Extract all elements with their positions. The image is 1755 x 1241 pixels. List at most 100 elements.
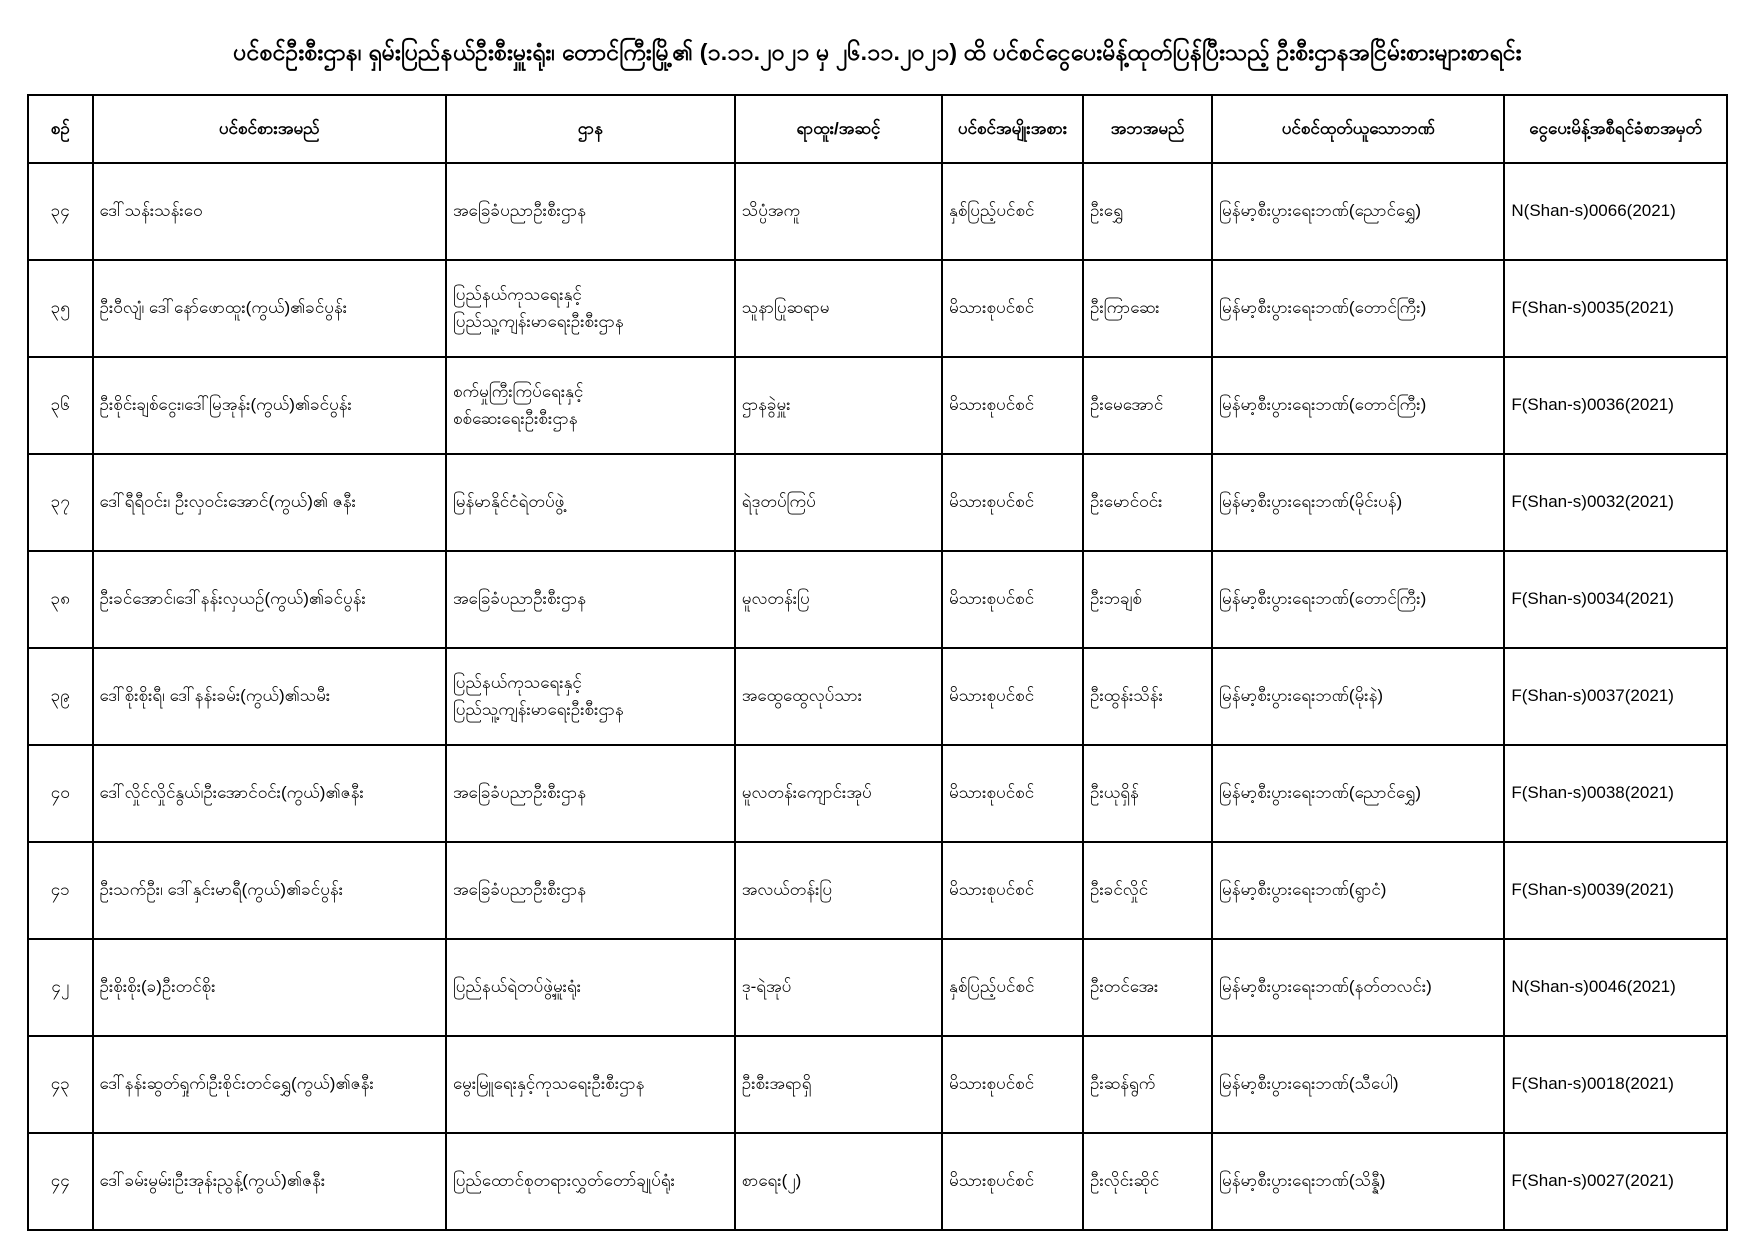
table-row: ၃၆ ဦးစိုင်းချစ်ငွေး၊ဒေါ်မြအုန်း(ကွယ်)၏ခင…: [27, 356, 1728, 455]
cell-pension-type: မိသားစုပင်စင်: [941, 259, 1085, 358]
cell-department: ပြည်နယ်ကုသရေးနှင့် ပြည်သူ့ကျန်းမာရေးဦးစီ…: [444, 259, 736, 358]
cell-pensioner-name: ဦးခင်အောင်၊ဒေါ်နန်းလှယဉ်(ကွယ်)၏ခင်ပွန်း: [91, 550, 447, 649]
cell-position: ဒု-ရဲအုပ်: [733, 938, 944, 1037]
cell-bank: မြန်မာ့စီးပွားရေးဘဏ်(တောင်ကြီး): [1211, 356, 1506, 455]
table-row: ၃၄ ဒေါ်သန်းသန်းဝေ အခြေခံပညာဦးစီးဌာန သိပ္…: [27, 162, 1728, 261]
cell-department: မွေးမြူရေးနှင့်ကုသရေးဦးစီးဌာန: [444, 1035, 736, 1134]
cell-serial-no: ၄၄: [27, 1132, 94, 1231]
page-title: ပင်စင်ဦးစီးဌာန၊ ရှမ်းပြည်နယ်ဦးစီးမှူးရုံ…: [233, 39, 1522, 65]
cell-pensioner-name: ဦးသက်ဦး၊ ဒေါ်နှင်းမာရီ(ကွယ်)၏ခင်ပွန်း: [91, 841, 447, 940]
cell-voucher-no: F(Shan-s)0018(2021): [1503, 1035, 1728, 1134]
table-row: ၄၃ ဒေါ်နန်းဆွတ်ရှုက်၊ဦးစိုင်းတင်ရွှေ(ကွယ…: [27, 1035, 1728, 1134]
cell-pension-type: မိသားစုပင်စင်: [941, 356, 1085, 455]
header-cell-bank: ပင်စင်ထုတ်ယူသောဘဏ်: [1211, 94, 1506, 164]
cell-father-name: ဦးမောင်ဝင်း: [1082, 453, 1214, 552]
cell-bank: မြန်မာ့စီးပွားရေးဘဏ်(သိန္နီ): [1211, 1132, 1506, 1231]
cell-pensioner-name: ဦးဝီလျံ၊ ဒေါ်နော်ဖောထူး(ကွယ်)၏ခင်ပွန်း: [91, 259, 447, 358]
header-cell-pension-type: ပင်စင်အမျိုးအစား: [941, 94, 1085, 164]
cell-serial-no: ၄၃: [27, 1035, 94, 1134]
cell-bank: မြန်မာ့စီးပွားရေးဘဏ်(မိုင်းပန်): [1211, 453, 1506, 552]
pension-table-body: ၃၄ ဒေါ်သန်းသန်းဝေ အခြေခံပညာဦးစီးဌာန သိပ္…: [27, 162, 1728, 1231]
cell-department: စက်မှုကြီးကြပ်ရေးနှင့် စစ်ဆေးရေးဦးစီးဌာန: [444, 356, 736, 455]
cell-pensioner-name: ဒေါ်ရီရီဝင်း၊ ဦးလှဝင်းအောင်(ကွယ်)၏ ဇနီး: [91, 453, 447, 552]
cell-position: ရဲဒုတပ်ကြပ်: [733, 453, 944, 552]
cell-father-name: ဦးကြာဆေး: [1082, 259, 1214, 358]
header-cell-pensioner: ပင်စင်စားအမည်: [91, 94, 447, 164]
cell-department: အခြေခံပညာဦးစီးဌာန: [444, 744, 736, 843]
cell-voucher-no: F(Shan-s)0034(2021): [1503, 550, 1728, 649]
table-row: ၃၈ ဦးခင်အောင်၊ဒေါ်နန်းလှယဉ်(ကွယ်)၏ခင်ပွန…: [27, 550, 1728, 649]
cell-position: ဌာနခွဲမှူး: [733, 356, 944, 455]
pension-list-table: စဉ် ပင်စင်စားအမည် ဌာန ရာထူး/အဆင့် ပင်စင်…: [27, 94, 1728, 1231]
cell-serial-no: ၃၅: [27, 259, 94, 358]
table-row: ၄၂ ဦးစိုးစိုး(ခ)ဦးတင်စိုး ပြည်နယ်ရဲတပ်ဖွ…: [27, 938, 1728, 1037]
cell-bank: မြန်မာ့စီးပွားရေးဘဏ်(နတ်တလင်း): [1211, 938, 1506, 1037]
cell-serial-no: ၃၉: [27, 647, 94, 746]
cell-serial-no: ၃၆: [27, 356, 94, 455]
cell-voucher-no: F(Shan-s)0038(2021): [1503, 744, 1728, 843]
cell-pension-type: မိသားစုပင်စင်: [941, 1132, 1085, 1231]
table-row: ၃၉ ဒေါ်စိုးစိုးရီ၊ ဒေါ်နန်းခမ်း(ကွယ်)၏သမ…: [27, 647, 1728, 746]
cell-pensioner-name: ဦးစိုးစိုး(ခ)ဦးတင်စိုး: [91, 938, 447, 1037]
cell-department: အခြေခံပညာဦးစီးဌာန: [444, 162, 736, 261]
cell-serial-no: ၄၀: [27, 744, 94, 843]
cell-bank: မြန်မာ့စီးပွားရေးဘဏ်(ရွာငံ): [1211, 841, 1506, 940]
cell-department: မြန်မာနိုင်ငံရဲတပ်ဖွဲ့: [444, 453, 736, 552]
cell-department: ပြည်နယ်ကုသရေးနှင့် ပြည်သူ့ကျန်းမာရေးဦးစီ…: [444, 647, 736, 746]
cell-department: ပြည်နယ်ရဲတပ်ဖွဲ့မှူးရုံး: [444, 938, 736, 1037]
cell-voucher-no: F(Shan-s)0032(2021): [1503, 453, 1728, 552]
cell-bank: မြန်မာ့စီးပွားရေးဘဏ်(တောင်ကြီး): [1211, 550, 1506, 649]
cell-serial-no: ၃၇: [27, 453, 94, 552]
cell-position: မူလတန်းကျောင်းအုပ်: [733, 744, 944, 843]
cell-pension-type: နှစ်ပြည့်ပင်စင်: [941, 938, 1085, 1037]
cell-voucher-no: F(Shan-s)0035(2021): [1503, 259, 1728, 358]
cell-father-name: ဦးဆန်ရွက်: [1082, 1035, 1214, 1134]
cell-position: အလယ်တန်းပြ: [733, 841, 944, 940]
cell-position: စာရေး(၂): [733, 1132, 944, 1231]
cell-bank: မြန်မာ့စီးပွားရေးဘဏ်(ညောင်ရွှေ): [1211, 744, 1506, 843]
cell-bank: မြန်မာ့စီးပွားရေးဘဏ်(သီပေါ): [1211, 1035, 1506, 1134]
cell-father-name: ဦးရွှေ: [1082, 162, 1214, 261]
cell-father-name: ဦးခင်လှိုင်: [1082, 841, 1214, 940]
cell-position: သိပ္ပံအကူ: [733, 162, 944, 261]
table-row: ၃၅ ဦးဝီလျံ၊ ဒေါ်နော်ဖောထူး(ကွယ်)၏ခင်ပွန်…: [27, 259, 1728, 358]
cell-father-name: ဦးဘချစ်: [1082, 550, 1214, 649]
header-cell-department: ဌာန: [444, 94, 736, 164]
header-cell-position: ရာထူး/အဆင့်: [733, 94, 944, 164]
cell-pension-type: မိသားစုပင်စင်: [941, 550, 1085, 649]
cell-serial-no: ၃၈: [27, 550, 94, 649]
cell-father-name: ဦးထွန်းသိန်း: [1082, 647, 1214, 746]
header-cell-father-name: အဘအမည်: [1082, 94, 1214, 164]
cell-pensioner-name: ဒေါ်သန်းသန်းဝေ: [91, 162, 447, 261]
table-row: ၄၁ ဦးသက်ဦး၊ ဒေါ်နှင်းမာရီ(ကွယ်)၏ခင်ပွန်း…: [27, 841, 1728, 940]
table-row: ၃၇ ဒေါ်ရီရီဝင်း၊ ဦးလှဝင်းအောင်(ကွယ်)၏ ဇန…: [27, 453, 1728, 552]
cell-serial-no: ၃၄: [27, 162, 94, 261]
cell-department: အခြေခံပညာဦးစီးဌာန: [444, 841, 736, 940]
cell-father-name: ဦးလိုင်းဆိုင်: [1082, 1132, 1214, 1231]
cell-father-name: ဦးတင်အေး: [1082, 938, 1214, 1037]
cell-pension-type: မိသားစုပင်စင်: [941, 744, 1085, 843]
cell-voucher-no: N(Shan-s)0046(2021): [1503, 938, 1728, 1037]
cell-voucher-no: F(Shan-s)0037(2021): [1503, 647, 1728, 746]
cell-pensioner-name: ဒေါ်စိုးစိုးရီ၊ ဒေါ်နန်းခမ်း(ကွယ်)၏သမီး: [91, 647, 447, 746]
cell-voucher-no: F(Shan-s)0039(2021): [1503, 841, 1728, 940]
cell-voucher-no: F(Shan-s)0036(2021): [1503, 356, 1728, 455]
cell-position: အထွေထွေလုပ်သား: [733, 647, 944, 746]
cell-pensioner-name: ဒေါ်ခမ်းမွမ်း၊ဦးအုန်းညွန့်(ကွယ်)၏ဇနီး: [91, 1132, 447, 1231]
cell-voucher-no: N(Shan-s)0066(2021): [1503, 162, 1728, 261]
cell-pensioner-name: ဦးစိုင်းချစ်ငွေး၊ဒေါ်မြအုန်း(ကွယ်)၏ခင်ပွ…: [91, 356, 447, 455]
cell-bank: မြန်မာ့စီးပွားရေးဘဏ်(မိုးနဲ): [1211, 647, 1506, 746]
table-row: ၄၀ ဒေါ်လှိုင်လှိုင်နွယ်၊ဦးအောင်ဝင်း(ကွယ်…: [27, 744, 1728, 843]
cell-department: ပြည်ထောင်စုတရားလွှတ်တော်ချုပ်ရုံး: [444, 1132, 736, 1231]
cell-voucher-no: F(Shan-s)0027(2021): [1503, 1132, 1728, 1231]
cell-position: ဦးစီးအရာရှိ: [733, 1035, 944, 1134]
cell-pension-type: နှစ်ပြည့်ပင်စင်: [941, 162, 1085, 261]
cell-department: အခြေခံပညာဦးစီးဌာန: [444, 550, 736, 649]
cell-father-name: ဦးမေအောင်: [1082, 356, 1214, 455]
cell-bank: မြန်မာ့စီးပွားရေးဘဏ်(ညောင်ရွှေ): [1211, 162, 1506, 261]
cell-position: သူနာပြုဆရာမ: [733, 259, 944, 358]
cell-pensioner-name: ဒေါ်နန်းဆွတ်ရှုက်၊ဦးစိုင်းတင်ရွှေ(ကွယ်)၏…: [91, 1035, 447, 1134]
cell-pension-type: မိသားစုပင်စင်: [941, 841, 1085, 940]
cell-pension-type: မိသားစုပင်စင်: [941, 453, 1085, 552]
